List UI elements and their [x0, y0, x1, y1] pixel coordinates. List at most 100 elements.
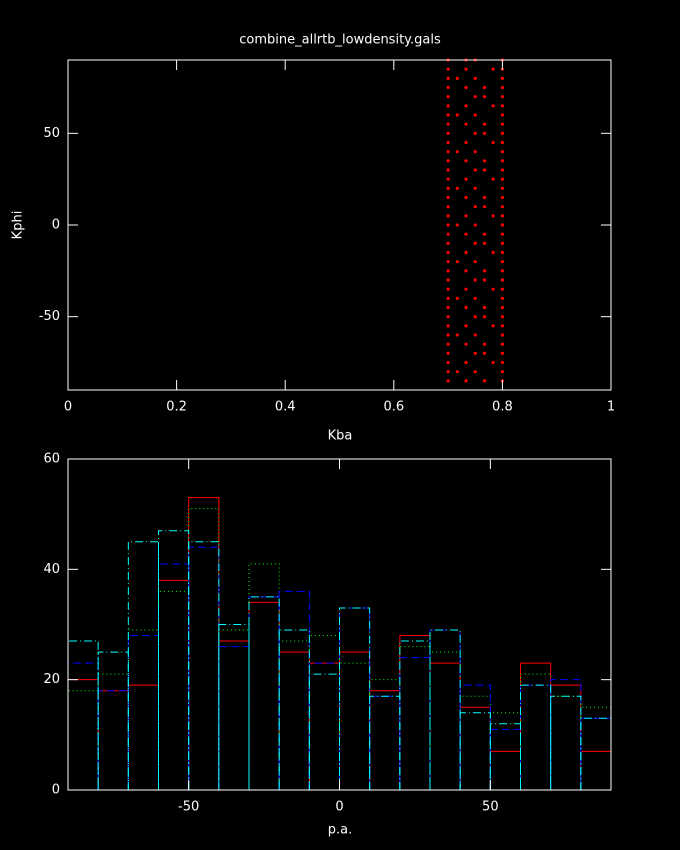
point — [491, 104, 495, 108]
point — [464, 140, 468, 145]
point — [446, 342, 450, 346]
x-tick-label: 0.6 — [383, 400, 404, 415]
point — [500, 370, 504, 374]
point — [455, 76, 459, 80]
point — [500, 250, 504, 255]
point — [482, 241, 487, 245]
point — [482, 122, 487, 126]
point — [491, 214, 495, 218]
point — [464, 250, 468, 255]
point — [500, 76, 504, 80]
point — [446, 370, 450, 374]
y-tick-label: 50 — [43, 126, 60, 141]
point — [455, 150, 459, 154]
point — [500, 122, 504, 126]
point — [464, 342, 468, 346]
point — [482, 278, 487, 282]
point — [482, 342, 487, 346]
point — [464, 159, 468, 163]
point — [500, 186, 504, 190]
point — [455, 333, 459, 337]
point — [473, 223, 477, 227]
point — [482, 232, 487, 236]
point — [500, 269, 504, 273]
point — [464, 214, 468, 218]
point — [473, 205, 477, 209]
point — [464, 379, 468, 383]
histogram-bar — [459, 695, 491, 790]
point — [473, 351, 477, 355]
point — [500, 177, 504, 181]
point — [482, 315, 487, 319]
point — [500, 168, 504, 172]
point — [464, 324, 468, 328]
point — [446, 379, 450, 383]
point — [482, 269, 487, 273]
point — [473, 168, 477, 172]
point — [500, 159, 504, 163]
point — [446, 214, 450, 218]
x-tick-label: 0.8 — [492, 400, 513, 415]
point — [464, 85, 468, 90]
point — [500, 315, 504, 319]
point — [446, 140, 450, 145]
point — [482, 95, 487, 99]
point — [482, 131, 487, 135]
histogram-bar — [489, 712, 521, 790]
point — [500, 85, 504, 90]
point — [455, 296, 459, 300]
x-tick-label: 50 — [482, 800, 499, 815]
point — [473, 370, 477, 374]
point — [446, 260, 450, 264]
point — [446, 131, 450, 135]
point — [446, 296, 450, 300]
point — [446, 122, 450, 126]
y-tick-label: 0 — [52, 783, 60, 798]
point — [446, 150, 450, 154]
point — [464, 122, 468, 126]
x-tick-label: -50 — [178, 800, 199, 815]
point — [446, 351, 450, 355]
point — [500, 333, 504, 337]
point — [500, 223, 504, 227]
x-tick-label: 0.2 — [166, 400, 187, 415]
point — [473, 150, 477, 154]
point — [473, 260, 477, 264]
point — [473, 131, 477, 135]
point — [491, 360, 495, 365]
histogram-bar — [97, 651, 129, 790]
point — [473, 296, 477, 300]
point — [500, 232, 504, 236]
point — [446, 278, 450, 282]
histogram-bar — [127, 541, 159, 790]
point — [455, 223, 459, 227]
histogram-bar — [278, 640, 310, 790]
y-tick-label: 20 — [43, 672, 60, 687]
point — [473, 76, 477, 80]
point — [491, 67, 495, 71]
point — [500, 342, 504, 346]
point — [446, 159, 450, 163]
point — [482, 351, 487, 355]
point — [500, 351, 504, 355]
point — [482, 159, 487, 163]
point — [482, 168, 487, 172]
chart-title: combine_allrtb_lowdensity.gals — [239, 33, 441, 48]
point — [446, 177, 450, 181]
point — [455, 260, 459, 264]
point — [446, 205, 450, 209]
histogram-bar — [188, 541, 220, 790]
histogram-bar — [218, 624, 250, 790]
point — [446, 104, 450, 108]
point — [446, 241, 450, 245]
point — [446, 333, 450, 337]
point — [446, 250, 450, 255]
point — [473, 315, 477, 319]
point — [473, 95, 477, 99]
point — [464, 305, 468, 310]
point — [473, 278, 477, 282]
point — [491, 324, 495, 328]
x-tick-label: 0 — [64, 400, 72, 415]
point — [491, 140, 495, 145]
